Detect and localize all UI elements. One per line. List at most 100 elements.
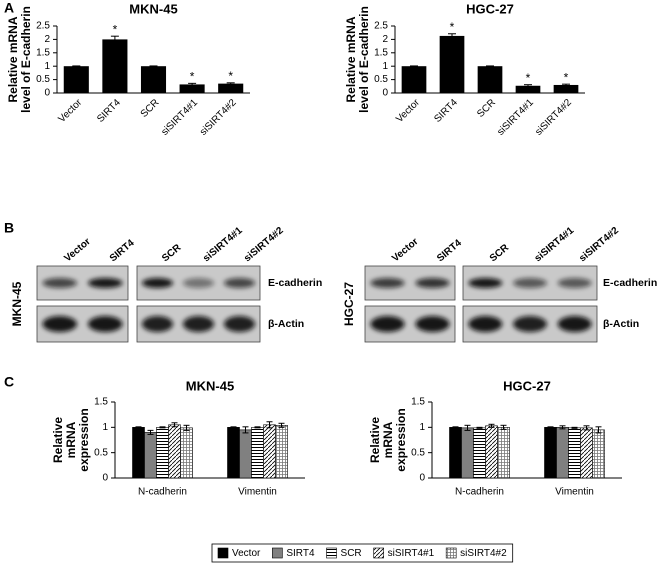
legend-swatch	[445, 547, 457, 559]
protein-label: E-cadherin	[603, 277, 657, 289]
bar	[497, 427, 510, 479]
bar	[251, 427, 264, 479]
chart-title: MKN-45	[129, 1, 177, 16]
bar	[580, 427, 593, 479]
error-bar	[110, 35, 119, 44]
cell-line-label: HGC-27	[342, 282, 356, 326]
y-tick-label: 1.5	[411, 397, 425, 408]
significance-mark: *	[113, 22, 118, 36]
significance-mark: *	[526, 71, 531, 85]
legend-label: Vector	[232, 548, 261, 559]
blot-band	[141, 316, 174, 332]
bar	[168, 424, 181, 479]
legend-swatch	[217, 547, 229, 559]
lane-label: siSIRT4#2	[242, 225, 286, 264]
significance-mark: *	[564, 70, 569, 84]
legend-label: SCR	[341, 548, 362, 559]
blot-band	[223, 316, 256, 332]
bar	[401, 66, 427, 93]
error-bar	[500, 424, 507, 430]
bar	[63, 66, 89, 93]
lane-label: siSIRT4#2	[577, 225, 621, 264]
bar	[477, 66, 503, 93]
y-tick-label: 0.5	[374, 74, 388, 85]
bar	[275, 425, 288, 479]
blot-band	[87, 278, 123, 288]
legend-frame	[211, 543, 514, 563]
error-bar	[464, 424, 471, 431]
error-bar	[476, 426, 483, 429]
error-bar	[571, 426, 578, 429]
bar	[515, 85, 541, 93]
bar	[102, 39, 128, 93]
y-axis-label: Relative	[51, 417, 65, 463]
significance-mark: *	[450, 20, 455, 34]
error-bar	[278, 422, 285, 428]
lane-label: SCR	[160, 242, 184, 264]
y-axis-label: level of E-cadherin	[19, 6, 33, 113]
bar	[140, 66, 167, 93]
y-axis-label: expression	[394, 408, 408, 471]
error-bar	[559, 425, 566, 430]
bar	[239, 429, 252, 479]
y-axis-label: Relative mRNA	[6, 16, 20, 102]
lane-label: SIRT4	[435, 237, 464, 264]
bar	[263, 424, 276, 479]
y-tick-label: 1	[419, 422, 425, 433]
y-tick-label: 0	[102, 473, 108, 484]
x-tick-label: N-cadherin	[138, 487, 187, 498]
x-tick-label: Vector	[56, 97, 84, 125]
y-axis-label: Relative mRNA	[344, 16, 358, 102]
x-tick-label: SIRT4	[432, 97, 460, 125]
error-bar	[254, 426, 261, 429]
legend: Vector SIRT4 SCR siSIRT4#1 siSIRT4#2	[211, 543, 514, 563]
y-tick-label: 0	[419, 473, 425, 484]
lane-label: Vector	[62, 236, 93, 264]
lane-label: siSIRT4#1	[201, 225, 245, 264]
panel-label: C	[4, 374, 14, 390]
blot-band	[513, 316, 547, 332]
bar	[568, 427, 581, 479]
error-bar	[486, 65, 494, 67]
bar	[227, 427, 240, 479]
legend-label: siSIRT4#1	[388, 548, 435, 559]
error-bar	[159, 426, 166, 429]
y-tick-label: 2	[382, 34, 388, 45]
lane-label: SIRT4	[108, 237, 137, 264]
bar	[132, 427, 145, 479]
x-tick-label: siSIRT4#2	[533, 97, 574, 138]
protein-label: E-cadherin	[268, 277, 322, 289]
error-bar	[448, 33, 456, 39]
lane-label: SCR	[488, 242, 512, 264]
error-bar	[188, 82, 197, 86]
error-bar	[183, 424, 190, 431]
y-axis-label: mRNA	[64, 421, 78, 458]
error-bar	[583, 425, 590, 431]
error-bar	[226, 82, 235, 85]
bar	[218, 83, 244, 93]
y-tick-label: 1.5	[36, 47, 50, 58]
bar	[544, 427, 557, 479]
chart-title: HGC-27	[466, 1, 514, 16]
blot-band	[223, 278, 256, 288]
bar	[180, 427, 193, 479]
y-tick-label: 1	[102, 422, 108, 433]
y-axis-label: Relative	[368, 417, 382, 463]
significance-mark: *	[190, 70, 195, 84]
y-tick-label: 0.5	[411, 447, 425, 458]
blot-band	[42, 278, 78, 288]
x-tick-label: siSIRT4#2	[198, 97, 239, 138]
y-tick-label: 2.5	[36, 21, 50, 32]
panel-label: B	[4, 220, 14, 236]
x-tick-label: SCR	[139, 97, 162, 120]
blot-band	[513, 278, 547, 288]
bar	[473, 427, 486, 479]
error-bar	[147, 429, 154, 435]
significance-mark: *	[228, 69, 233, 83]
error-bar	[135, 426, 142, 429]
legend-swatch	[272, 547, 283, 559]
error-bar	[547, 426, 554, 429]
bar	[144, 432, 157, 479]
x-tick-label: SIRT4	[95, 97, 123, 125]
